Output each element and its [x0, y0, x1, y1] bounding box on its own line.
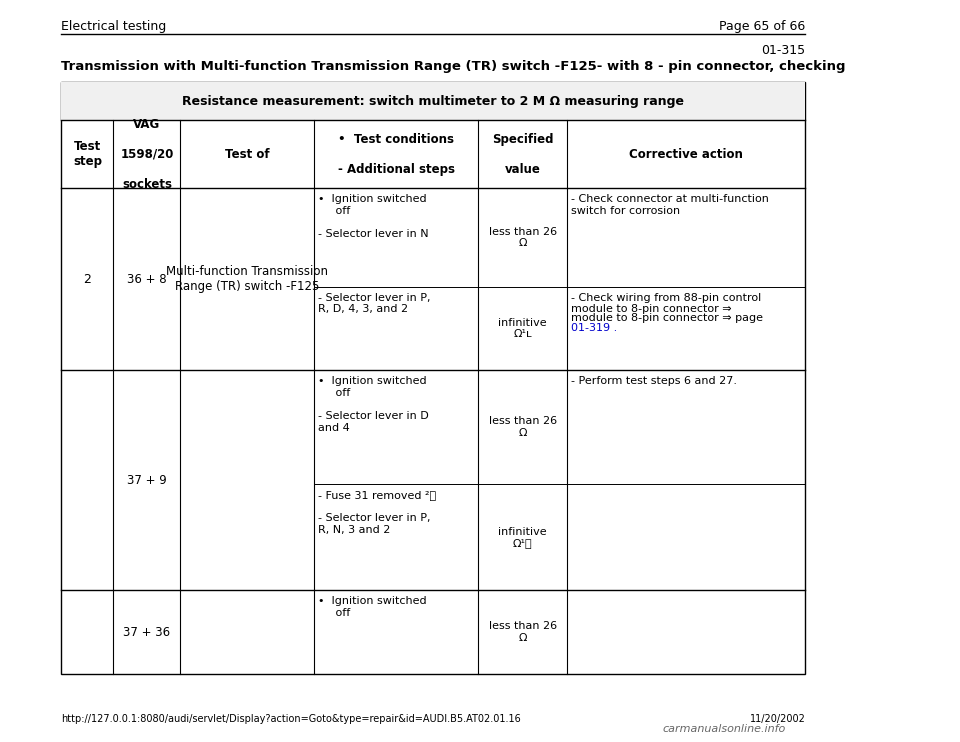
Text: Resistance measurement: switch multimeter to 2 M Ω measuring range: Resistance measurement: switch multimete…	[182, 94, 684, 108]
Text: Corrective action: Corrective action	[630, 148, 743, 160]
Text: Electrical testing: Electrical testing	[61, 20, 167, 33]
Text: - Perform test steps 6 and 27.: - Perform test steps 6 and 27.	[571, 376, 737, 387]
Text: - Check wiring from 88-pin control
module to 8-pin connector ⇒: - Check wiring from 88-pin control modul…	[571, 292, 761, 315]
Text: •  Ignition switched
     off

- Selector lever in N: • Ignition switched off - Selector lever…	[318, 194, 428, 239]
Text: infinitive
Ω¹ʟ: infinitive Ω¹ʟ	[498, 318, 547, 339]
Text: - Fuse 31 removed ²⧯

- Selector lever in P,
R, N, 3 and 2: - Fuse 31 removed ²⧯ - Selector lever in…	[318, 490, 436, 535]
Bar	[61, 82, 805, 674]
Text: •  Ignition switched
     off

- Selector lever in D
and 4: • Ignition switched off - Selector lever…	[318, 376, 429, 433]
Text: - Check connector at multi-function
switch for corrosion: - Check connector at multi-function swit…	[571, 194, 769, 216]
Text: Multi-function Transmission
Range (TR) switch -F125: Multi-function Transmission Range (TR) s…	[166, 265, 328, 293]
Text: VAG

1598/20

sockets: VAG 1598/20 sockets	[120, 117, 174, 191]
Text: Transmission with Multi-function Transmission Range (TR) switch -F125- with 8 - : Transmission with Multi-function Transmi…	[61, 60, 846, 73]
Text: Test of: Test of	[225, 148, 270, 160]
Text: 01-319 .: 01-319 .	[571, 323, 617, 332]
Text: less than 26
Ω: less than 26 Ω	[489, 622, 557, 643]
Text: •  Ignition switched
     off: • Ignition switched off	[318, 597, 426, 618]
Text: 2: 2	[84, 272, 91, 286]
Text: less than 26
Ω: less than 26 Ω	[489, 416, 557, 438]
Text: 37 + 9: 37 + 9	[127, 474, 167, 487]
Text: Test
step: Test step	[73, 140, 102, 168]
Text: http://127.0.0.1:8080/audi/servlet/Display?action=Goto&type=repair&id=AUDI.B5.AT: http://127.0.0.1:8080/audi/servlet/Displ…	[61, 714, 521, 724]
Text: Specified

value: Specified value	[492, 133, 553, 176]
Bar	[61, 82, 805, 120]
Text: - Selector lever in P,
R, D, 4, 3, and 2: - Selector lever in P, R, D, 4, 3, and 2	[318, 292, 430, 315]
Text: less than 26
Ω: less than 26 Ω	[489, 226, 557, 248]
Text: 11/20/2002: 11/20/2002	[750, 714, 805, 724]
Text: 01-315: 01-315	[761, 44, 805, 57]
Text: •  Test conditions

- Additional steps: • Test conditions - Additional steps	[338, 133, 455, 176]
Text: carmanualsonline.info: carmanualsonline.info	[662, 724, 785, 734]
Text: 36 + 8: 36 + 8	[127, 272, 167, 286]
Text: Page 65 of 66: Page 65 of 66	[719, 20, 805, 33]
Text: module to 8-pin connector ⇒ page: module to 8-pin connector ⇒ page	[571, 312, 763, 323]
Text: infinitive
Ω¹⧯: infinitive Ω¹⧯	[498, 527, 547, 548]
Text: 37 + 36: 37 + 36	[124, 626, 171, 639]
